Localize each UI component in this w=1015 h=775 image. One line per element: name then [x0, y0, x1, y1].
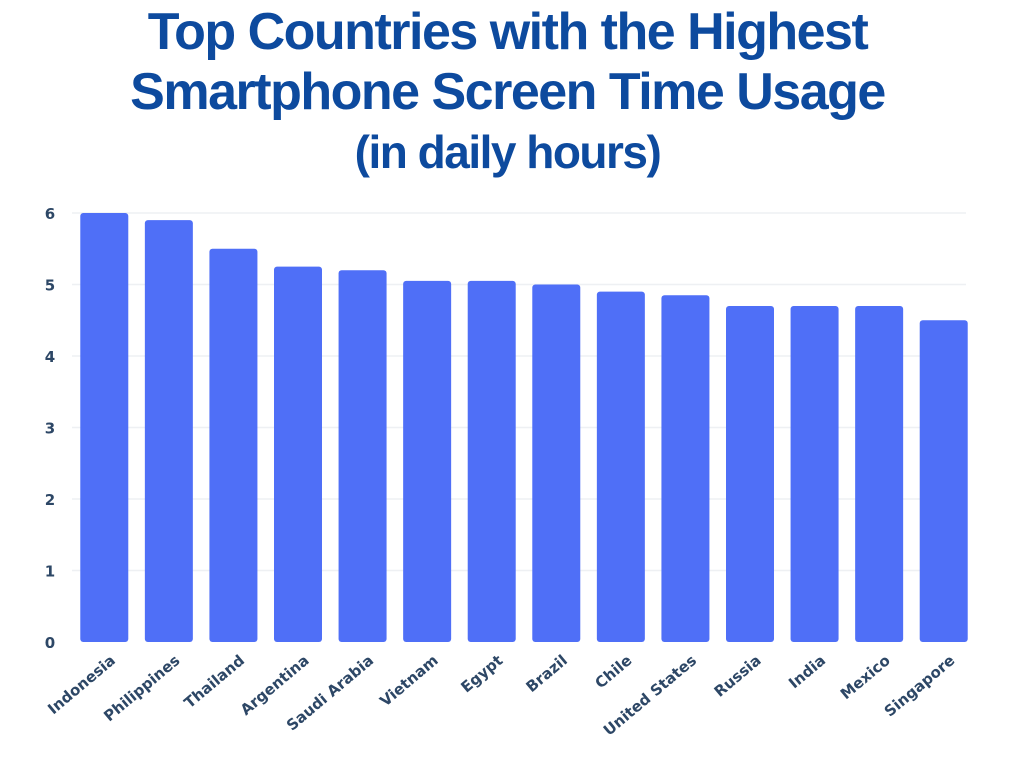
x-tick-label: Vietnam [376, 651, 441, 710]
y-tick-label: 3 [45, 420, 55, 438]
bar-india [790, 305, 839, 642]
x-tick-label: India [785, 651, 829, 692]
bar-vietnam [403, 280, 452, 642]
bar-saudi-arabia [338, 270, 387, 642]
y-tick-label: 5 [45, 277, 55, 295]
bar-indonesia [80, 213, 129, 642]
chart-subtitle: (in daily hours) [354, 126, 662, 178]
y-tick-label: 1 [45, 563, 55, 581]
bar-egypt [467, 280, 516, 642]
bar-mexico [855, 305, 904, 642]
chart-title-line-1: Top Countries with the Highest [147, 3, 869, 61]
bar-thailand [209, 248, 258, 642]
bar-chile [596, 291, 645, 642]
y-tick-label: 6 [45, 205, 55, 223]
x-tick-label: Chile [592, 651, 636, 692]
x-tick-label: Mexico [837, 651, 894, 703]
x-tick-label: Egypt [457, 651, 506, 696]
x-tick-label: Brazil [523, 651, 571, 696]
bar-brazil [532, 284, 581, 642]
bar-russia [726, 305, 774, 642]
y-tick-label: 2 [45, 491, 55, 509]
y-tick-label: 4 [45, 348, 55, 366]
bar-singapore [919, 320, 968, 642]
bar-argentina [274, 266, 322, 642]
x-tick-label: Thailand [181, 651, 248, 712]
bar-philippines [144, 220, 193, 642]
x-tick-label: Singapore [881, 651, 959, 720]
x-tick-label: Russia [711, 651, 765, 700]
y-tick-label: 0 [45, 634, 55, 652]
bar-united-states [661, 295, 710, 642]
chart-title-line-2: Smartphone Screen Time Usage [130, 63, 886, 121]
